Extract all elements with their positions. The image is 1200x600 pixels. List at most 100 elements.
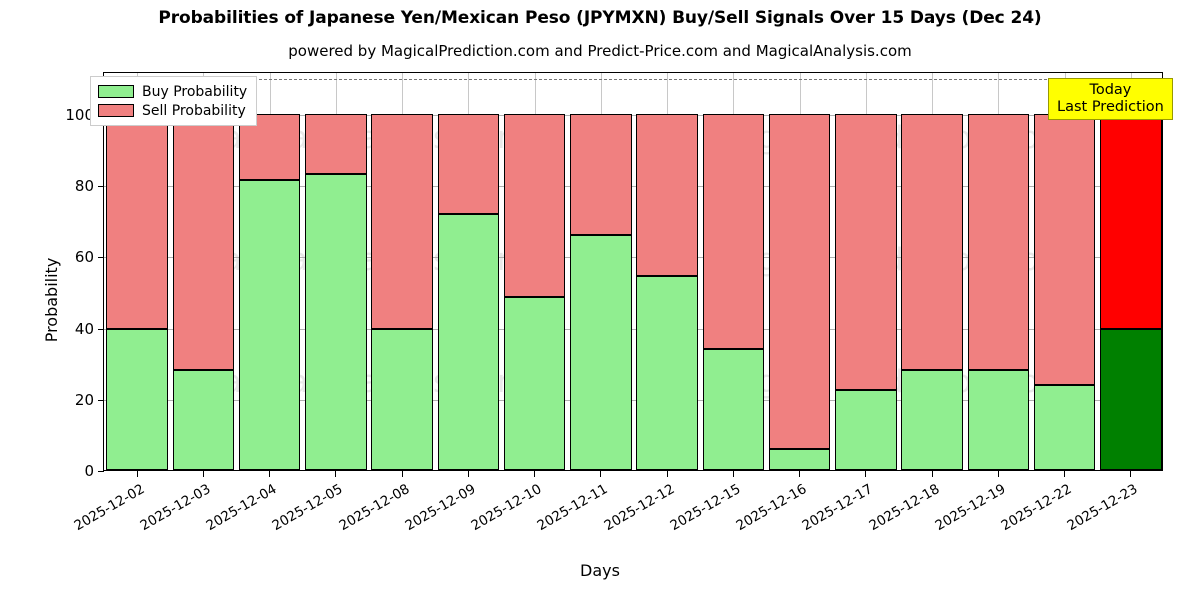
bar-segment-sell[interactable] (636, 113, 698, 276)
bar-segment-buy[interactable] (1033, 385, 1096, 470)
x-tick-label: 2025-12-10 (468, 481, 545, 535)
bar-group[interactable] (901, 113, 963, 470)
x-tick-mark (335, 471, 337, 477)
bar-segment-sell[interactable] (768, 113, 831, 449)
y-tick-mark (98, 399, 104, 401)
gridline-horizontal (104, 114, 1162, 116)
y-tick-label: 20 (74, 390, 94, 409)
bar-group[interactable] (305, 113, 367, 470)
bar-group[interactable] (835, 113, 897, 470)
bar-group-today[interactable] (1100, 113, 1162, 470)
gridline-horizontal (104, 257, 1162, 259)
bar-segment-sell[interactable] (371, 113, 433, 330)
bar-segment-buy[interactable] (305, 174, 367, 470)
y-tick-mark (98, 471, 104, 473)
bar-segment-buy[interactable] (636, 275, 698, 470)
bar-segment-buy[interactable] (1100, 329, 1162, 470)
bar-group[interactable] (702, 113, 765, 470)
y-tick-label: 40 (74, 319, 94, 338)
y-tick-mark (98, 186, 104, 188)
x-tick-mark (997, 471, 999, 477)
x-tick-label: 2025-12-11 (534, 481, 611, 535)
bar-segment-sell[interactable] (172, 113, 235, 371)
x-tick-mark (931, 471, 933, 477)
y-tick-mark (98, 257, 104, 259)
bar-segment-sell[interactable] (106, 113, 168, 330)
bar-segment-sell[interactable] (503, 113, 566, 298)
x-tick-label: 2025-12-22 (998, 481, 1075, 535)
bar-group[interactable] (1033, 113, 1096, 470)
x-tick-mark (600, 471, 602, 477)
bar-segment-buy[interactable] (106, 329, 168, 470)
x-tick-label: 2025-12-04 (203, 481, 280, 535)
threshold-dashed-line (104, 79, 1162, 81)
x-tick-label: 2025-12-17 (799, 481, 876, 535)
x-tick-label: 2025-12-18 (866, 481, 943, 535)
legend-label-buy: Buy Probability (142, 83, 248, 100)
x-tick-label: 2025-12-19 (932, 481, 1009, 535)
bar-segment-sell[interactable] (305, 113, 367, 175)
bar-segment-buy[interactable] (437, 213, 500, 470)
bar-group[interactable] (437, 113, 500, 470)
y-tick-mark (98, 328, 104, 330)
bar-group[interactable] (570, 113, 632, 470)
x-tick-label: 2025-12-02 (71, 481, 148, 535)
bar-segment-buy[interactable] (835, 389, 897, 470)
legend-item-sell: Sell Probability (98, 101, 247, 120)
gridline-horizontal (104, 328, 1162, 330)
bar-segment-buy[interactable] (371, 329, 433, 470)
x-tick-mark (534, 471, 536, 477)
legend-item-buy: Buy Probability (98, 82, 247, 101)
bar-group[interactable] (768, 113, 831, 470)
bar-segment-buy[interactable] (967, 370, 1030, 470)
chart-title: Probabilities of Japanese Yen/Mexican Pe… (158, 8, 1042, 28)
bar-segment-buy[interactable] (901, 370, 963, 470)
bar-group[interactable] (636, 113, 698, 470)
x-tick-label: 2025-12-15 (667, 481, 744, 535)
bar-group[interactable] (172, 113, 235, 470)
bar-segment-sell[interactable] (437, 113, 500, 214)
bar-segment-buy[interactable] (503, 297, 566, 470)
bar-group[interactable] (371, 113, 433, 470)
bar-segment-sell[interactable] (238, 113, 301, 180)
y-tick-label: 100 (65, 105, 94, 124)
bar-group[interactable] (238, 113, 301, 470)
x-tick-mark (799, 471, 801, 477)
x-tick-mark (732, 471, 734, 477)
bar-segment-buy[interactable] (702, 348, 765, 470)
today-annotation: Today Last Prediction (1048, 78, 1173, 121)
bar-segment-sell[interactable] (835, 113, 897, 390)
x-tick-mark (401, 471, 403, 477)
bar-segment-sell[interactable] (570, 113, 632, 235)
x-tick-mark (136, 471, 138, 477)
x-tick-label: 2025-12-16 (733, 481, 810, 535)
bar-group[interactable] (503, 113, 566, 470)
x-tick-label: 2025-12-23 (1064, 481, 1141, 535)
plot-inner: MagicalAnalysis.comMagicalPrediction.com… (104, 72, 1162, 470)
y-tick-label: 60 (74, 248, 94, 267)
y-tick-label: 80 (74, 177, 94, 195)
today-label-line2: Last Prediction (1057, 98, 1164, 115)
bar-segment-sell[interactable] (1100, 113, 1162, 330)
legend-swatch-sell (98, 104, 134, 117)
x-tick-mark (269, 471, 271, 477)
x-tick-label: 2025-12-12 (601, 481, 678, 535)
bar-segment-sell[interactable] (702, 113, 765, 349)
gridline-horizontal (104, 399, 1162, 401)
chart-legend: Buy Probability Sell Probability (90, 76, 258, 126)
x-tick-mark (1130, 471, 1132, 477)
bar-segment-buy[interactable] (238, 179, 301, 470)
bar-group[interactable] (106, 113, 168, 470)
bar-segment-buy[interactable] (570, 234, 632, 470)
bar-segment-sell[interactable] (901, 113, 963, 371)
plot-area: MagicalAnalysis.comMagicalPrediction.com… (65, 72, 1163, 534)
bar-segment-buy[interactable] (768, 448, 831, 470)
bar-group[interactable] (967, 113, 1030, 470)
gridline-horizontal (104, 186, 1162, 187)
x-tick-label: 2025-12-05 (269, 481, 346, 535)
bar-segment-buy[interactable] (172, 370, 235, 470)
bar-segment-sell[interactable] (1033, 113, 1096, 386)
bar-segment-sell[interactable] (967, 113, 1030, 371)
legend-label-sell: Sell Probability (142, 102, 246, 119)
